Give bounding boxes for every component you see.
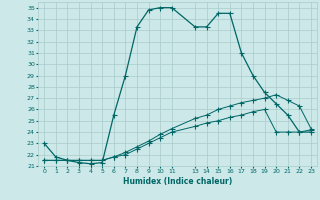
X-axis label: Humidex (Indice chaleur): Humidex (Indice chaleur) [123,177,232,186]
